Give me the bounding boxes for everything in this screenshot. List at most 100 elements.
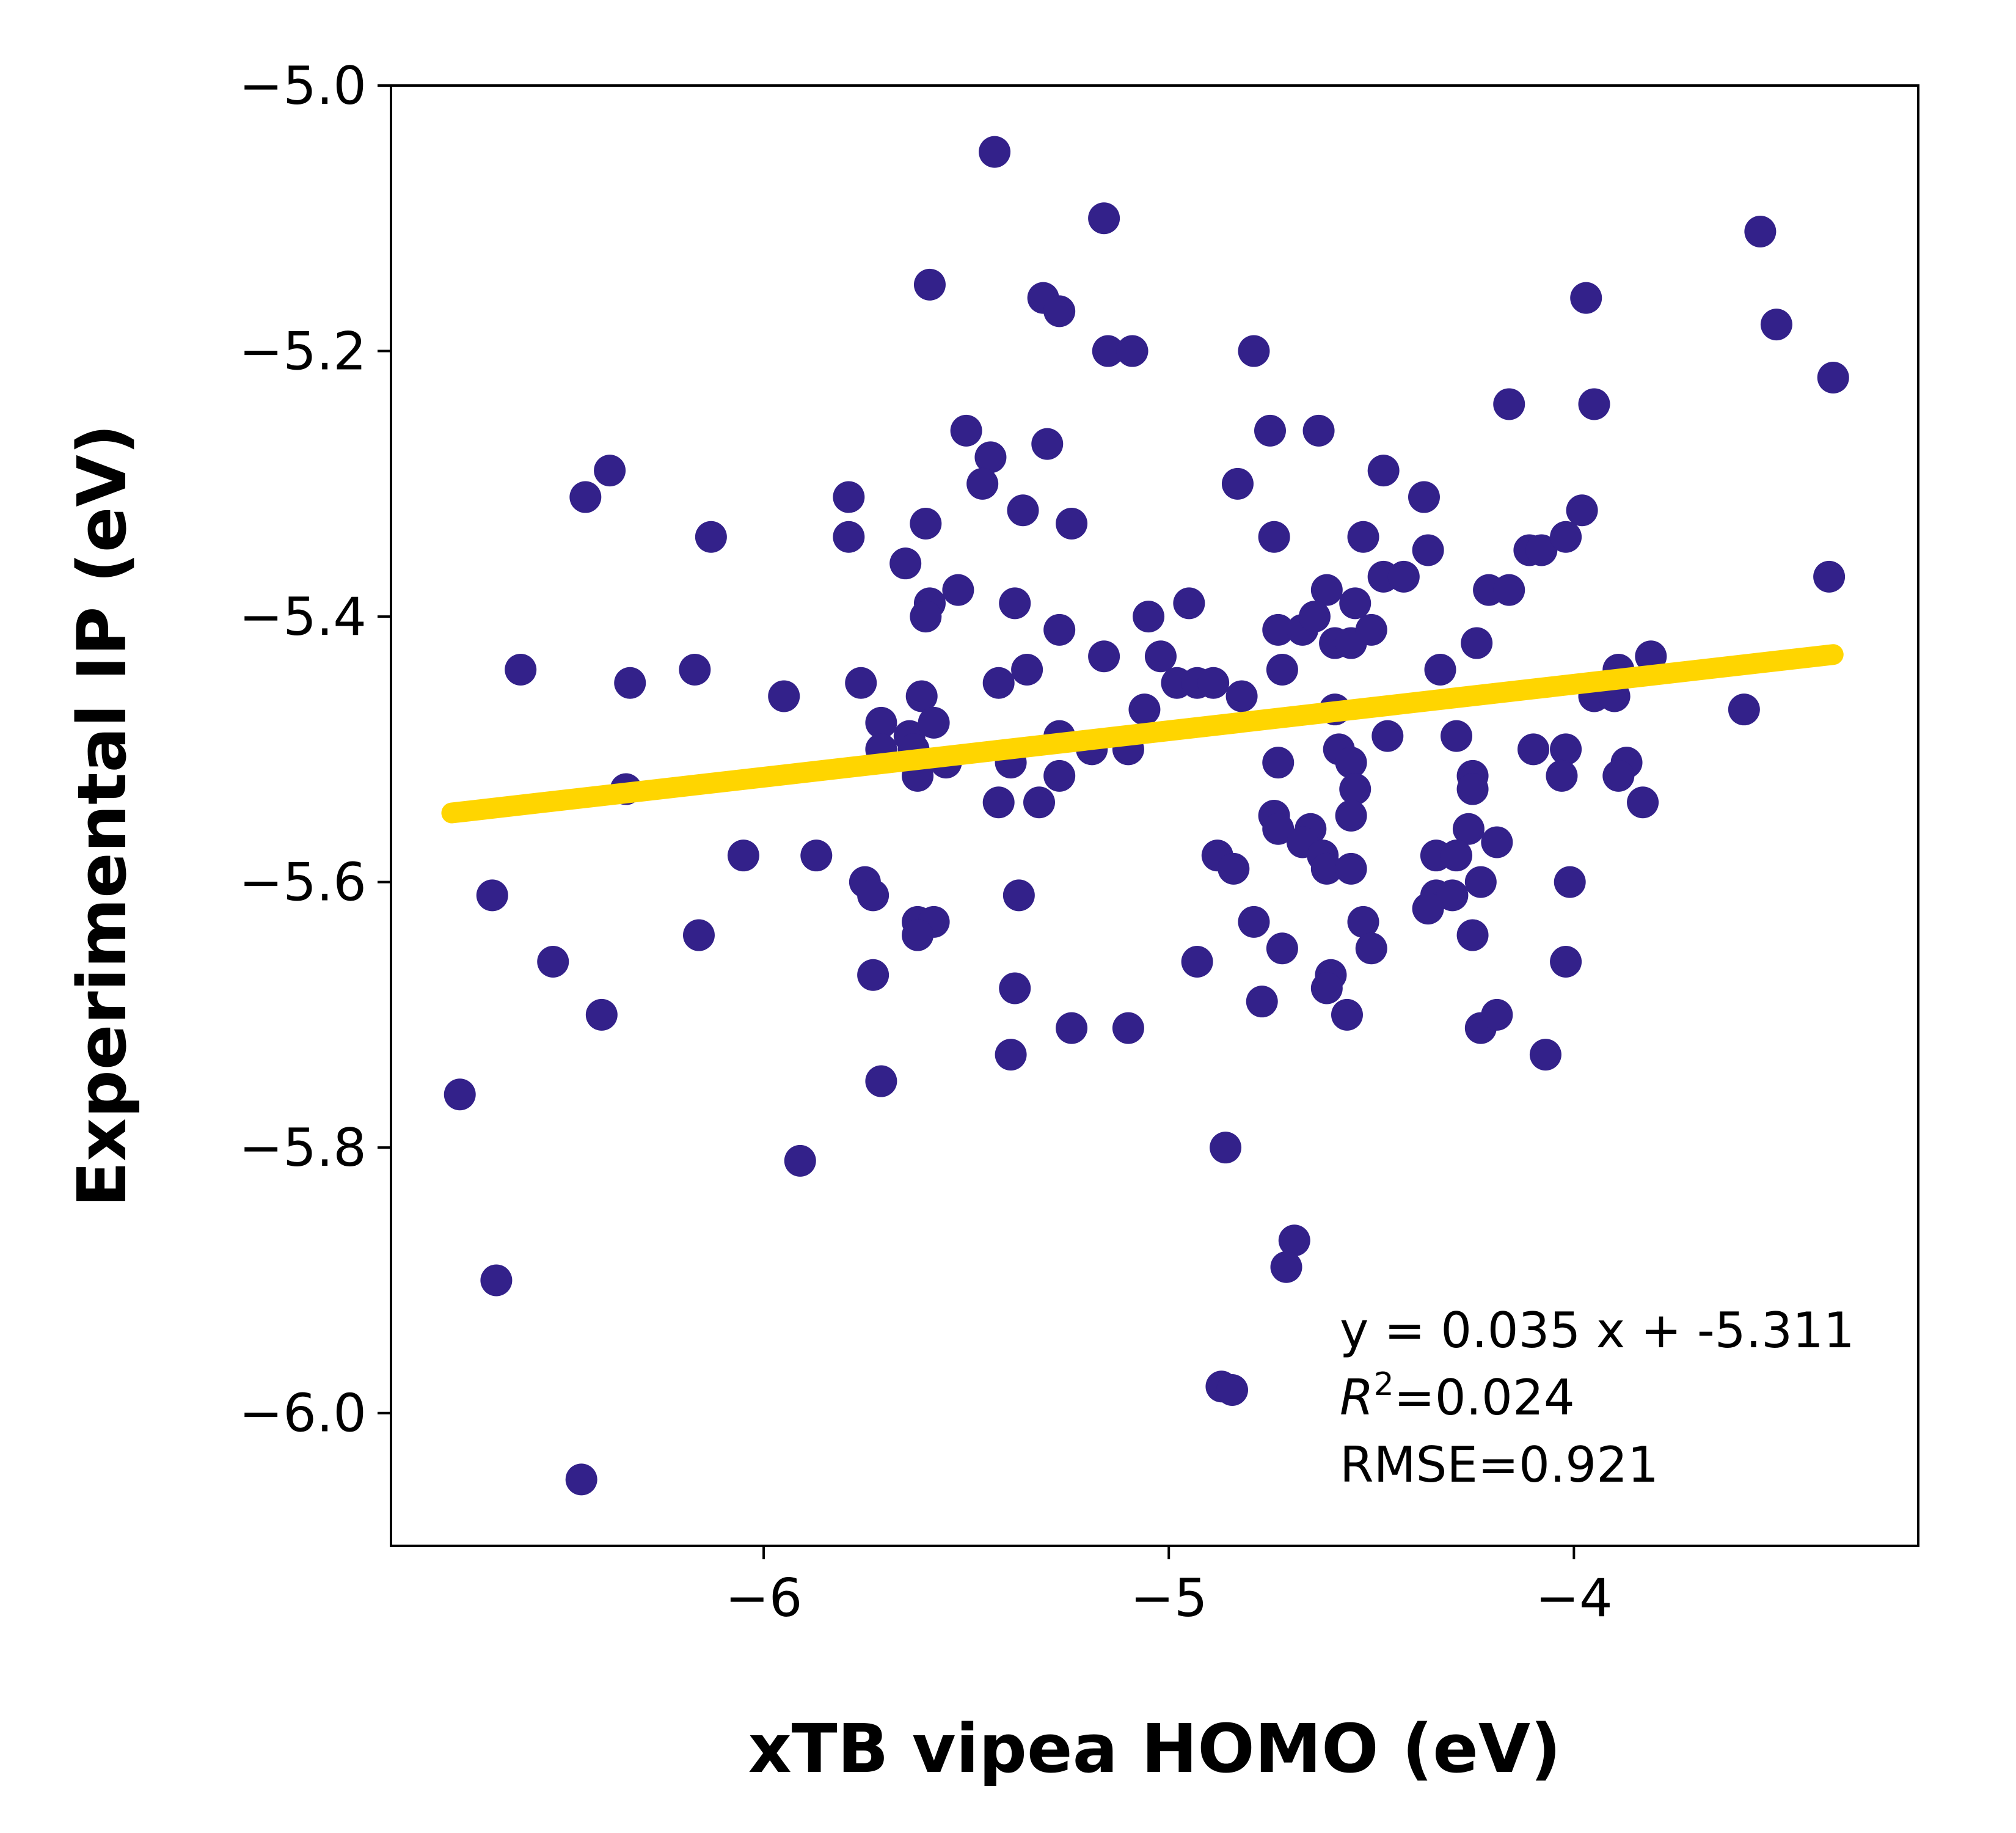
data-point-26 [1408,481,1440,513]
data-point-116 [1452,813,1485,845]
data-point-30 [910,508,942,540]
data-point-152 [999,972,1031,1004]
y-tick-label-1: −5.2 [239,321,367,382]
data-point-13 [1031,428,1064,460]
data-point-164 [784,1144,816,1177]
data-point-128 [1464,866,1497,898]
data-point-14 [974,441,1007,474]
y-axis-title: Experimental IP (eV) [63,424,141,1207]
data-point-37 [1550,521,1582,553]
data-point-156 [1246,986,1278,1018]
data-point-147 [1266,932,1298,965]
x-tick-label-1: −5 [1130,1568,1208,1629]
data-point-52 [1173,587,1205,620]
data-point-82 [865,706,897,739]
data-point-76 [1424,654,1456,686]
y-tick-label-0: −5.0 [239,56,367,117]
data-point-62 [679,654,711,686]
data-point-129 [1554,866,1586,898]
data-point-157 [1331,998,1363,1031]
data-point-51 [1133,601,1165,633]
data-point-151 [585,998,618,1031]
data-point-2 [913,268,946,301]
data-point-168 [480,1264,513,1297]
data-point-110 [982,786,1015,819]
data-point-107 [1546,759,1578,792]
data-point-12 [950,414,982,447]
data-point-69 [1144,640,1177,673]
data-point-59 [1461,627,1493,659]
legend-equation: y = 0.035 x + -5.311 [1340,1302,1855,1359]
data-point-38 [889,547,922,580]
data-point-66 [982,667,1015,699]
data-point-104 [1339,773,1371,805]
data-point-27 [1566,494,1598,527]
data-point-142 [1347,906,1379,938]
data-point-4 [1043,295,1076,327]
data-point-109 [1627,786,1659,819]
data-point-46 [1387,560,1420,593]
data-point-119 [800,840,833,872]
data-point-133 [1003,879,1035,912]
points-layer [444,136,1849,1496]
data-point-145 [857,959,889,991]
data-point-29 [833,521,865,553]
data-point-68 [1088,640,1120,673]
data-point-111 [1023,786,1056,819]
data-point-16 [1254,414,1286,447]
data-point-98 [1262,747,1295,779]
data-point-55 [1298,601,1331,633]
data-point-146 [1181,946,1213,978]
data-point-74 [1266,654,1298,686]
data-point-153 [1310,972,1343,1004]
data-point-124 [1310,852,1343,885]
data-point-118 [727,840,759,872]
data-point-160 [865,1065,897,1097]
y-axis: −5.0 −5.2 −5.4 −5.6 −5.8 −6.0 [239,56,391,1444]
data-point-121 [1218,852,1250,885]
data-point-94 [1517,733,1550,766]
data-point-36 [1525,534,1558,566]
data-point-99 [1335,747,1367,779]
data-point-150 [1550,946,1582,978]
y-tick-label-4: −5.8 [239,1118,367,1179]
data-point-17 [1302,414,1335,447]
data-point-43 [1310,574,1343,606]
data-point-31 [1056,508,1088,540]
data-point-140 [902,919,934,951]
data-point-84 [918,706,950,739]
data-point-34 [1412,534,1444,566]
data-point-88 [1371,720,1404,752]
data-point-136 [1412,893,1444,925]
data-point-162 [1529,1039,1561,1071]
legend-r2-value: =0.024 [1394,1369,1575,1426]
data-point-87 [1128,693,1161,726]
y-tick-label-3: −5.6 [239,852,367,913]
data-point-89 [1441,720,1473,752]
data-point-159 [1481,998,1513,1031]
legend-r2-exponent: 2 [1374,1366,1394,1403]
data-point-106 [1456,773,1489,805]
data-point-130 [476,879,508,912]
data-point-135 [1436,879,1469,912]
y-tick-label-2: −5.4 [239,587,367,648]
data-point-64 [845,667,877,699]
data-point-143 [1456,919,1489,951]
data-point-63 [768,680,800,712]
data-point-149 [1355,932,1387,965]
data-point-141 [1238,906,1270,938]
data-point-21 [569,481,602,513]
data-point-125 [1335,852,1367,885]
data-point-61 [614,667,646,699]
data-point-60 [505,654,537,686]
x-axis-title: xTB vipea HOMO (eV) [748,1710,1561,1788]
data-point-165 [1210,1132,1242,1164]
data-point-163 [444,1078,476,1111]
data-point-58 [1355,613,1387,646]
data-point-103 [1043,759,1076,792]
data-point-73 [1225,680,1258,712]
data-point-41 [942,574,974,606]
data-point-44 [1339,587,1371,620]
